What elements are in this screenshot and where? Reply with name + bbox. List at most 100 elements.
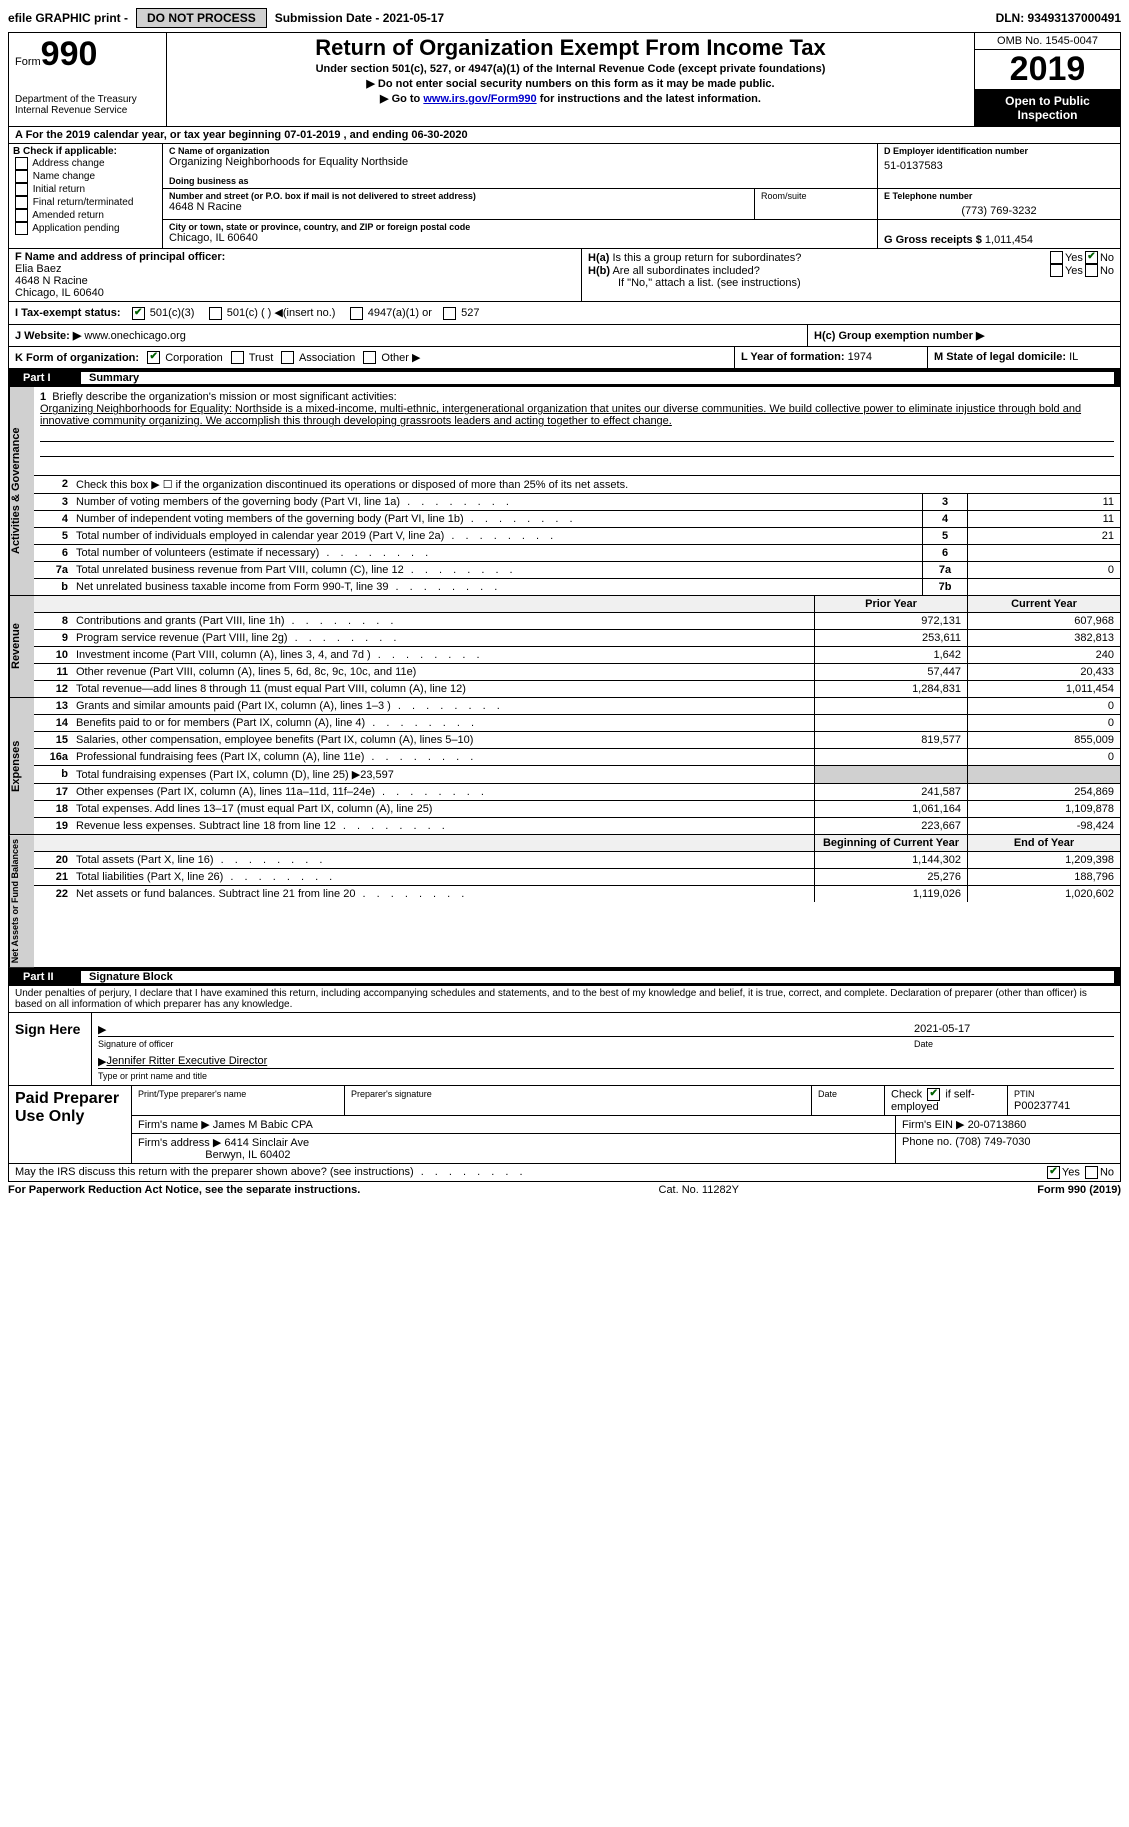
checkbox-name-change[interactable] <box>15 170 28 183</box>
l6v <box>967 545 1120 561</box>
checkbox-other[interactable] <box>363 351 376 364</box>
website-url: www.onechicago.org <box>84 330 186 342</box>
l2: Check this box ▶ ☐ if the organization d… <box>72 476 1120 493</box>
irs-link[interactable]: www.irs.gov/Form990 <box>423 93 536 105</box>
formation-label: L Year of formation: <box>741 351 845 363</box>
opt-527: 527 <box>461 307 479 319</box>
checkbox-hb-no[interactable] <box>1085 264 1098 277</box>
section-i: I Tax-exempt status: 501(c)(3) 501(c) ( … <box>8 302 1121 325</box>
row-klm: K Form of organization: Corporation Trus… <box>8 347 1121 370</box>
checkbox-501c[interactable] <box>209 307 222 320</box>
l5v: 21 <box>967 528 1120 544</box>
dln-number: DLN: 93493137000491 <box>996 11 1121 25</box>
checkbox-hb-yes[interactable] <box>1050 264 1063 277</box>
l21p: 25,276 <box>814 869 967 885</box>
part2-label: Part II <box>15 971 81 983</box>
l8: Contributions and grants (Part VIII, lin… <box>72 613 814 629</box>
l22c: 1,020,602 <box>967 886 1120 902</box>
ptin-label: PTIN <box>1014 1089 1035 1099</box>
yes-label: Yes <box>1065 252 1083 264</box>
l10p: 1,642 <box>814 647 967 663</box>
l19c: -98,424 <box>967 818 1120 834</box>
hb-note: If "No," attach a list. (see instruction… <box>588 277 1114 289</box>
checkbox-assoc[interactable] <box>281 351 294 364</box>
signature-block: Sign Here ▶ 2021-05-17 Signature of offi… <box>8 1012 1121 1086</box>
do-not-process-button[interactable]: DO NOT PROCESS <box>136 8 267 28</box>
l13: Grants and similar amounts paid (Part IX… <box>72 698 814 714</box>
checkbox-discuss-yes[interactable] <box>1047 1166 1060 1179</box>
l6: Total number of volunteers (estimate if … <box>72 545 922 561</box>
form-word: Form <box>15 56 41 68</box>
section-a-text: A For the 2019 calendar year, or tax yea… <box>15 129 468 141</box>
org-name-label: C Name of organization <box>169 146 871 156</box>
vtab-revenue: Revenue <box>9 596 34 697</box>
vtab-activities: Activities & Governance <box>9 387 34 595</box>
l3: Number of voting members of the governin… <box>72 494 922 510</box>
l11: Other revenue (Part VIII, column (A), li… <box>72 664 814 680</box>
l9p: 253,611 <box>814 630 967 646</box>
dba-label: Doing business as <box>169 176 871 186</box>
paid-preparer-block: Paid Preparer Use Only Print/Type prepar… <box>8 1086 1121 1164</box>
no-label: No <box>1100 252 1114 264</box>
gross-receipts-label: G Gross receipts $ <box>884 234 982 246</box>
l22: Net assets or fund balances. Subtract li… <box>72 886 814 902</box>
checkbox-initial-return[interactable] <box>15 183 28 196</box>
l5: Total number of individuals employed in … <box>72 528 922 544</box>
chk-label: Initial return <box>33 184 85 195</box>
date-label: Date <box>914 1039 1114 1049</box>
l7bv <box>967 579 1120 595</box>
l10c: 240 <box>967 647 1120 663</box>
checkbox-4947[interactable] <box>350 307 363 320</box>
city-label: City or town, state or province, country… <box>169 222 871 232</box>
officer-city: Chicago, IL 60640 <box>15 287 104 299</box>
part1-header: Part I Summary <box>8 369 1121 387</box>
checkbox-final-return[interactable] <box>15 196 28 209</box>
opt-corp: Corporation <box>165 352 222 364</box>
l3v: 11 <box>967 494 1120 510</box>
checkbox-trust[interactable] <box>231 351 244 364</box>
section-e: E Telephone number (773) 769-3232 <box>878 189 1120 219</box>
form-title: Return of Organization Exempt From Incom… <box>173 35 968 61</box>
firm-ein: 20-0713860 <box>968 1119 1027 1131</box>
paid-preparer-label: Paid Preparer Use Only <box>9 1086 132 1163</box>
l21c: 188,796 <box>967 869 1120 885</box>
l7b: Net unrelated business taxable income fr… <box>72 579 922 595</box>
l17c: 254,869 <box>967 784 1120 800</box>
opt-assoc: Association <box>299 352 355 364</box>
l20: Total assets (Part X, line 16) <box>72 852 814 868</box>
firm-addr: 6414 Sinclair Ave <box>224 1137 309 1149</box>
checkbox-501c3[interactable] <box>132 307 145 320</box>
l14c: 0 <box>967 715 1120 731</box>
l18c: 1,109,878 <box>967 801 1120 817</box>
opt-501c3: 501(c)(3) <box>150 307 195 319</box>
checkbox-ha-yes[interactable] <box>1050 251 1063 264</box>
checkbox-self-employed[interactable] <box>927 1088 940 1101</box>
checkbox-application-pending[interactable] <box>15 222 28 235</box>
yes-label: Yes <box>1065 265 1083 277</box>
l9c: 382,813 <box>967 630 1120 646</box>
section-c-city: City or town, state or province, country… <box>163 220 878 248</box>
checkbox-ha-no[interactable] <box>1085 251 1098 264</box>
checkbox-address-change[interactable] <box>15 157 28 170</box>
l22p: 1,119,026 <box>814 886 967 902</box>
chk-label: Amended return <box>32 210 104 221</box>
checkbox-527[interactable] <box>443 307 456 320</box>
ptin-value: P00237741 <box>1014 1100 1070 1112</box>
chk-label: Application pending <box>32 223 119 234</box>
checkbox-amended-return[interactable] <box>15 209 28 222</box>
l21: Total liabilities (Part X, line 26) <box>72 869 814 885</box>
prep-sig-label: Preparer's signature <box>351 1089 432 1099</box>
l14p <box>814 715 967 731</box>
row-fh: F Name and address of principal officer:… <box>8 249 1121 302</box>
hdr-beg: Beginning of Current Year <box>814 835 967 851</box>
l16bp-shade <box>814 766 967 783</box>
checkbox-discuss-no[interactable] <box>1085 1166 1098 1179</box>
pra-notice: For Paperwork Reduction Act Notice, see … <box>8 1184 360 1196</box>
checkbox-corp[interactable] <box>147 351 160 364</box>
formation-year: 1974 <box>848 351 872 363</box>
opt-4947: 4947(a)(1) or <box>368 307 432 319</box>
part1-label: Part I <box>15 372 81 384</box>
part2-title: Signature Block <box>81 971 1114 983</box>
officer-name-title: Jennifer Ritter Executive Director <box>106 1055 267 1068</box>
l20c: 1,209,398 <box>967 852 1120 868</box>
